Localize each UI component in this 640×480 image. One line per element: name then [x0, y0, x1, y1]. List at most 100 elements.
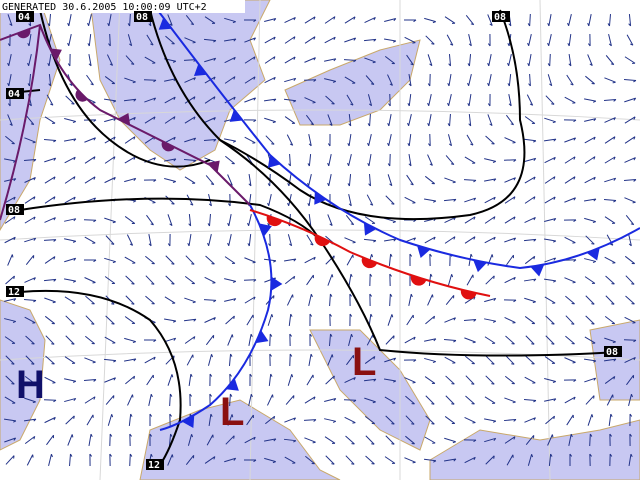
wind-arrow: [69, 453, 73, 467]
wind-arrow: [124, 136, 136, 144]
wind-arrow: [464, 156, 476, 164]
wind-arrow: [4, 336, 16, 344]
wind-arrow: [346, 354, 355, 366]
wind-arrow: [447, 74, 452, 87]
wind-arrow: [129, 433, 133, 447]
wind-arrow: [288, 153, 291, 167]
wind-arrow: [584, 176, 596, 184]
wind-arrow: [286, 294, 294, 306]
wind-arrow: [184, 297, 196, 304]
wind-arrow: [364, 216, 376, 224]
wind-arrow: [464, 216, 476, 224]
wind-arrow: [348, 334, 353, 346]
wind-arrow: [387, 114, 392, 127]
cold-front: [149, 0, 640, 270]
wind-arrow: [404, 336, 416, 344]
wind-arrow: [127, 13, 131, 27]
wind-arrow: [88, 433, 93, 446]
wind-arrow: [625, 215, 635, 226]
wind-arrow: [605, 275, 615, 285]
wind-arrow: [345, 214, 355, 226]
wind-arrow: [7, 14, 13, 27]
wind-arrow: [443, 338, 457, 343]
wind-arrow: [205, 175, 215, 186]
front-symbol: [410, 275, 427, 286]
wind-arrow: [524, 216, 536, 224]
wind-arrow: [347, 154, 352, 167]
wind-arrow: [65, 415, 75, 425]
wind-arrow: [3, 418, 17, 423]
wind-arrow: [603, 198, 617, 203]
wind-arrow: [487, 93, 491, 107]
wind-arrow: [407, 93, 412, 107]
wind-arrow: [249, 373, 253, 387]
front-symbol: [314, 191, 327, 205]
wind-arrow: [407, 133, 412, 147]
wind-arrow: [427, 294, 434, 306]
front-symbol: [255, 330, 269, 344]
wind-arrow: [4, 298, 17, 302]
wind-arrow: [503, 299, 517, 303]
wind-arrow: [327, 133, 331, 147]
wind-arrow: [47, 53, 52, 67]
wind-arrow: [484, 178, 497, 182]
front-symbol: [267, 155, 281, 168]
wind-arrow: [264, 56, 276, 64]
wind-arrow: [127, 34, 133, 47]
wind-arrow: [485, 135, 495, 145]
wind-arrow: [164, 158, 177, 162]
wind-arrow: [165, 275, 175, 285]
wind-arrow: [104, 117, 117, 123]
wind-arrow: [306, 274, 314, 286]
wind-arrow: [503, 418, 517, 422]
wind-arrow: [465, 375, 475, 385]
wind-arrow: [564, 176, 576, 184]
wind-arrow: [124, 216, 136, 225]
wind-arrow: [604, 77, 616, 84]
wind-arrow: [608, 34, 612, 47]
wind-arrow: [447, 134, 453, 147]
wind-arrow: [504, 177, 516, 183]
wind-arrow: [23, 299, 37, 303]
wind-arrow: [484, 236, 496, 244]
wind-arrow: [569, 453, 573, 467]
wind-arrow: [524, 316, 536, 325]
wind-arrow: [67, 14, 72, 27]
wind-arrow: [24, 397, 36, 404]
wind-arrow: [526, 94, 534, 106]
wind-arrow: [229, 393, 233, 407]
wind-arrow: [604, 376, 616, 384]
wind-arrow: [207, 234, 212, 247]
wind-arrow: [268, 233, 271, 247]
wind-arrow: [606, 234, 614, 246]
wind-arrow: [67, 53, 71, 67]
header-bg: [0, 0, 245, 13]
wind-arrow: [43, 239, 57, 242]
wind-arrow: [485, 275, 495, 285]
wind-arrow: [248, 333, 253, 346]
wind-arrow: [45, 355, 55, 365]
wind-arrow: [566, 414, 574, 426]
wind-arrow: [208, 413, 213, 427]
wind-arrow: [389, 293, 393, 307]
wind-arrow: [324, 16, 336, 24]
wind-arrow: [364, 397, 376, 404]
wind-arrow: [223, 38, 237, 42]
wind-arrow: [5, 375, 15, 385]
triangle: [49, 48, 62, 61]
wind-arrow: [585, 295, 595, 305]
wind-arrow: [227, 234, 232, 247]
wind-arrow: [429, 253, 433, 267]
wind-arrow: [87, 14, 92, 27]
wind-arrow: [444, 416, 456, 425]
wind-arrow: [46, 434, 55, 446]
wind-arrow: [463, 318, 477, 322]
wind-arrow: [308, 134, 312, 147]
front-symbol: [207, 160, 220, 173]
wind-arrow: [447, 274, 454, 286]
wind-arrow: [383, 238, 397, 242]
wind-arrow: [443, 458, 457, 462]
wind-arrow: [64, 138, 77, 142]
wind-arrow: [86, 74, 94, 86]
wind-arrow: [427, 154, 433, 166]
